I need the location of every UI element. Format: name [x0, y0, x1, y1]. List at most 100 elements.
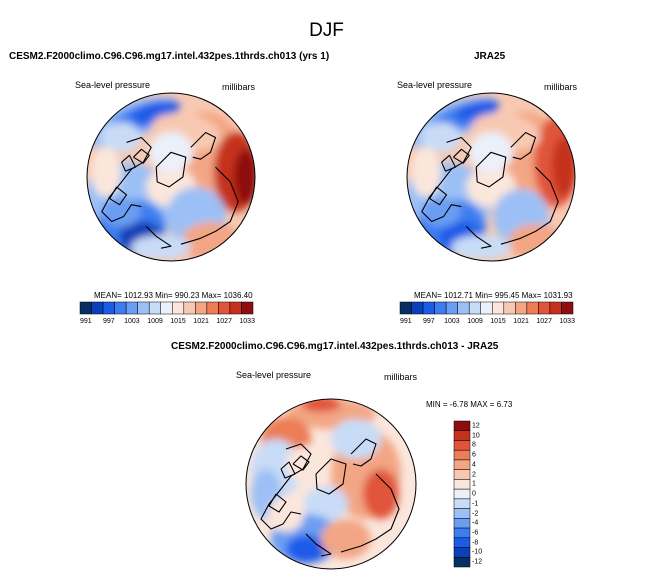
- diff-colorbar-cell: [453, 508, 471, 519]
- model-units-label: millibars: [222, 82, 256, 92]
- model-colorbar-cell: [148, 301, 161, 315]
- model-polar-map: [86, 92, 256, 262]
- diff-colorbar-tick-label: 10: [472, 432, 480, 440]
- diff-colorbar-tick-label: -2: [472, 510, 479, 517]
- model-colorbar-tick-label: 991: [79, 318, 92, 325]
- obs-colorbar-tick-label: 991: [399, 318, 412, 325]
- obs-pressure-cell: [411, 147, 441, 197]
- diff-colorbar-cell: [453, 420, 471, 431]
- model-colorbar-cell: [79, 301, 92, 315]
- obs-colorbar-tick-label: 1033: [559, 318, 575, 325]
- model-coastline: [180, 166, 239, 245]
- model-coastline: [190, 131, 217, 160]
- obs-colorbar-cell: [538, 301, 551, 315]
- model-coastline: [155, 151, 187, 188]
- model-colorbar-cell: [102, 301, 115, 315]
- obs-colorbar-cell: [561, 301, 574, 315]
- obs-pressure-cell: [508, 224, 564, 260]
- diff-colorbar-cell: [453, 498, 471, 509]
- diff-colorbar-tick-label: -12: [472, 558, 483, 566]
- diff-colorbar-tick-label: 12: [472, 422, 480, 430]
- diff-coastlines: [260, 438, 400, 557]
- model-coastline: [133, 148, 150, 164]
- model-coastlines: [101, 131, 239, 249]
- obs-coastline: [500, 166, 559, 245]
- diff-colorbar-tick-label: -8: [472, 539, 479, 547]
- diff-colorbar-cell: [453, 547, 471, 558]
- diff-colorbar-cell: [453, 557, 471, 568]
- diff-coastline: [292, 455, 310, 471]
- model-colorbar-cell: [183, 301, 196, 315]
- obs-colorbar-ticks: 991 997 1003 1009 1015 1021 1027 1033: [399, 318, 575, 328]
- model-colorbar-ticks: 991 997 1003 1009 1015 1021 1027 1033: [79, 318, 255, 328]
- obs-coastline: [510, 131, 537, 160]
- obs-field: [407, 93, 575, 261]
- diff-colorbar-cell: [453, 469, 471, 480]
- diff-colorbar-cell: [453, 440, 471, 451]
- diff-panel-title: CESM2.F2000climo.C96.C96.mg17.intel.432p…: [171, 341, 499, 352]
- model-field: [87, 93, 255, 261]
- diff-stats-label: MIN = -6.78 MAX = 6.73: [426, 400, 513, 409]
- diff-pressure-cell: [321, 519, 371, 559]
- obs-coastline: [441, 154, 456, 172]
- obs-variable-label: Sea-level pressure: [397, 80, 473, 90]
- model-colorbar-tick-label: 997: [102, 318, 115, 325]
- diff-colorbar-tick-label: 0: [472, 490, 476, 498]
- obs-coastline: [465, 226, 492, 249]
- model-colorbar-cell: [125, 301, 138, 315]
- obs-pressure-cell: [451, 235, 511, 259]
- diff-colorbar-tick-label: 6: [472, 451, 476, 459]
- diff-colorbar-cell: [453, 527, 471, 539]
- diff-pressure-cell: [331, 419, 381, 459]
- model-colorbar-cell: [195, 301, 208, 315]
- model-colorbar-cell: [218, 301, 231, 315]
- model-colorbar: [79, 301, 254, 315]
- model-coastline: [145, 226, 172, 249]
- model-colorbar-cell: [241, 301, 254, 315]
- diff-coastline: [350, 438, 377, 467]
- diff-colorbar-tick-label: 8: [472, 441, 476, 449]
- obs-pressure-cell: [552, 137, 575, 197]
- diff-coastline: [268, 493, 287, 513]
- obs-coastlines: [421, 131, 559, 249]
- diff-colorbar-cell: [453, 488, 471, 500]
- model-colorbar-cell: [206, 301, 219, 315]
- diff-colorbar-cell: [453, 459, 471, 470]
- model-coastline: [121, 154, 136, 172]
- obs-coastline: [453, 148, 470, 164]
- obs-colorbar-tick-label: 1003: [444, 318, 460, 325]
- model-pressure-cell: [234, 149, 255, 205]
- model-colorbar-tick-label: 1021: [193, 318, 209, 325]
- obs-colorbar-tick-label: 1015: [490, 318, 506, 325]
- diff-coastline: [315, 458, 347, 495]
- obs-colorbar-cell: [480, 301, 493, 315]
- model-pressure-cell: [131, 235, 191, 259]
- diff-colorbar-cell: [453, 537, 471, 548]
- diff-units-label: millibars: [384, 372, 418, 382]
- obs-polar-map: [406, 92, 576, 262]
- diff-colorbar-cell: [453, 479, 471, 490]
- obs-colorbar-tick-label: 1027: [536, 318, 552, 325]
- model-colorbar-tick-label: 1033: [239, 318, 255, 325]
- obs-units-label: millibars: [544, 82, 578, 92]
- model-colorbar-cell: [229, 301, 242, 315]
- obs-colorbar-tick-label: 1009: [467, 318, 483, 325]
- obs-panel-title: JRA25: [474, 51, 506, 62]
- model-colorbar-cell: [137, 301, 150, 315]
- diff-coastline: [280, 461, 296, 479]
- diff-colorbar: [453, 420, 471, 568]
- model-colorbar-tick-label: 1009: [147, 318, 163, 325]
- obs-stats-label: MEAN= 1012.71 Min= 995.45 Max= 1031.93: [414, 291, 573, 300]
- model-stats-label: MEAN= 1012.93 Min= 990.23 Max= 1036.40: [94, 291, 253, 300]
- model-colorbar-cell: [160, 301, 173, 315]
- model-coastline: [109, 186, 128, 206]
- diff-coastline: [340, 473, 400, 553]
- diff-field: [246, 399, 416, 569]
- obs-colorbar: [399, 301, 574, 315]
- obs-colorbar-cell: [526, 301, 539, 315]
- diff-colorbar-tick-label: -1: [472, 500, 479, 508]
- obs-colorbar-cell: [445, 301, 458, 315]
- model-colorbar-cell: [114, 301, 127, 315]
- diff-colorbar-tick-label: 2: [472, 471, 476, 478]
- obs-colorbar-tick-label: 1021: [513, 318, 529, 325]
